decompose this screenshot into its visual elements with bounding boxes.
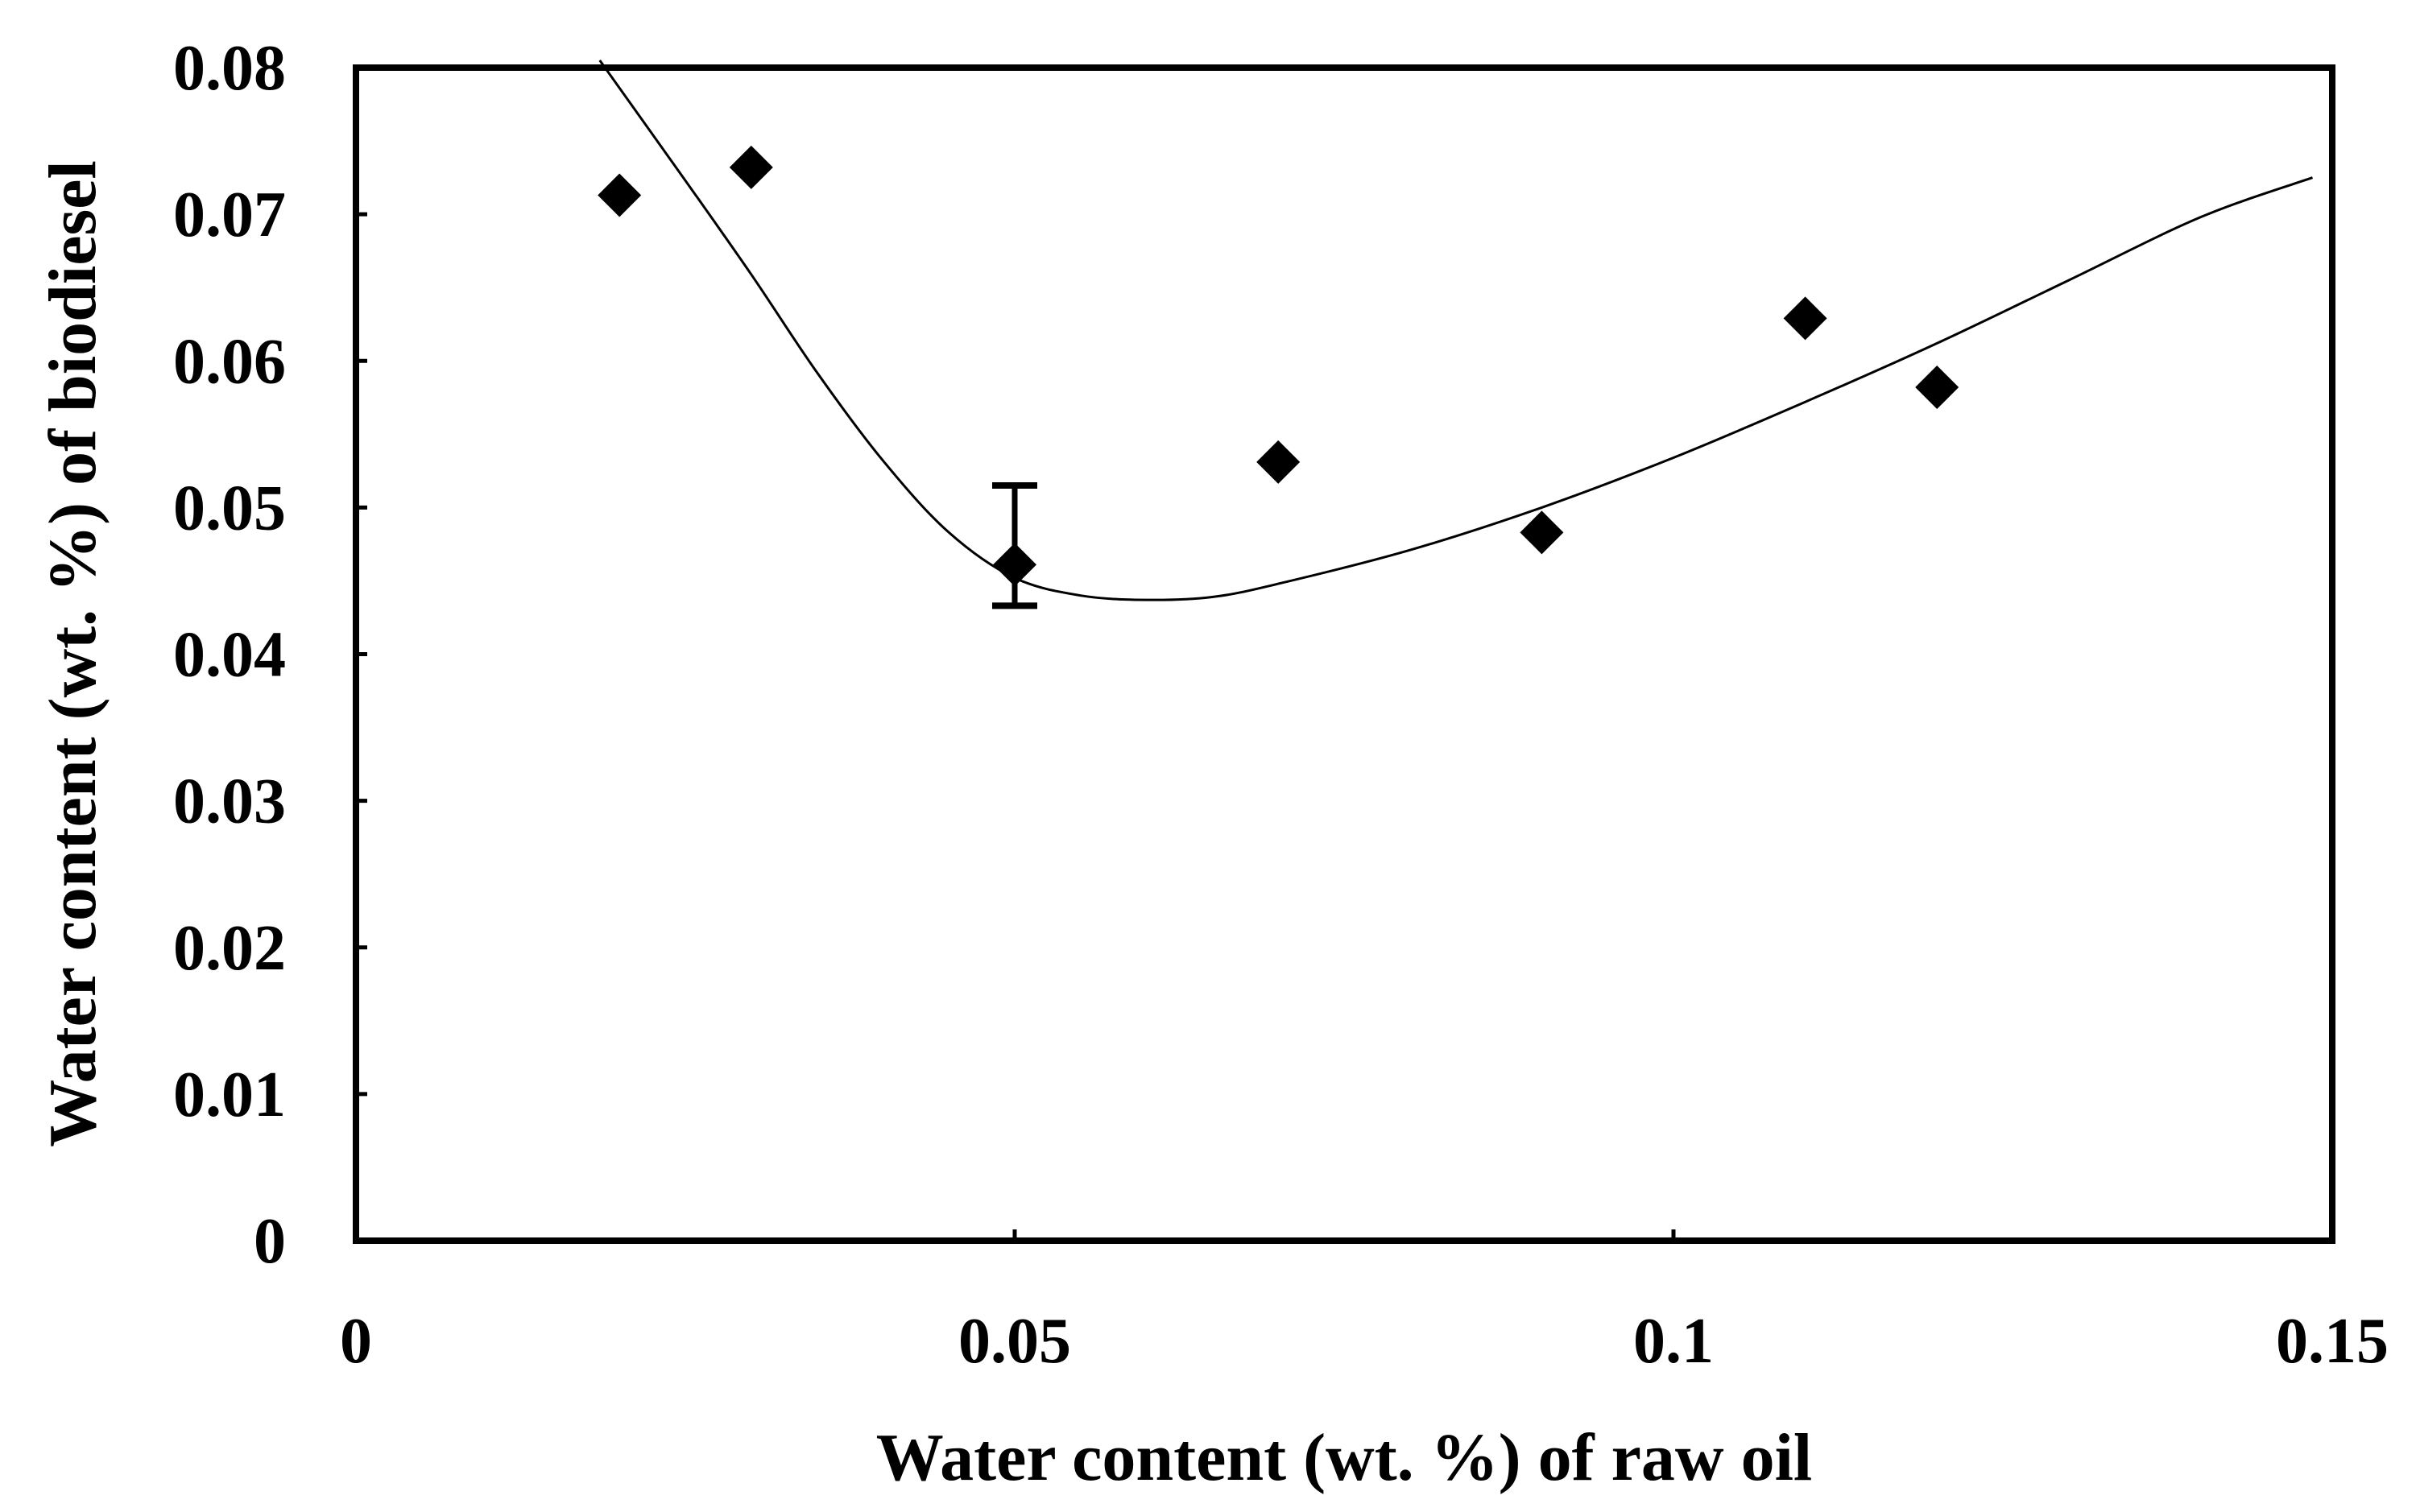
y-axis-title: Water content (wt. %) of biodiesel: [35, 160, 110, 1147]
data-point-diamond: [1520, 510, 1564, 555]
y-tick-label: 0.03: [173, 766, 286, 837]
x-tick-label: 0.05: [958, 1306, 1071, 1377]
data-point-diamond: [598, 173, 642, 217]
data-point-diamond: [729, 145, 773, 189]
data-point-diamond: [1915, 366, 1959, 410]
y-tick-label: 0.05: [173, 473, 286, 543]
data-point-diamond: [1783, 296, 1827, 341]
marker-layer: [598, 145, 1959, 587]
y-tick-label: 0.04: [173, 620, 286, 691]
y-tick-label: 0.07: [173, 180, 286, 250]
x-tick-label: 0: [340, 1306, 372, 1377]
y-tick-label: 0: [254, 1206, 286, 1277]
fit-curve-layer: [598, 60, 2313, 601]
error-bar-layer: [992, 482, 1037, 609]
plot-area-frame: [353, 64, 2335, 1244]
y-tick-label: 0.06: [173, 326, 286, 397]
x-tick-label: 0.15: [2276, 1306, 2389, 1377]
fit-curve-line: [598, 60, 2313, 601]
x-axis-title: Water content (wt. %) of raw oil: [876, 1420, 1813, 1495]
data-point-diamond: [1256, 440, 1301, 484]
axis-ticks: 0 0.05 0.1 0.15 0 0.01 0.02 0.03 0.04 0.05 0.06 0.0…: [173, 33, 2389, 1377]
y-tick-label: 0.01: [173, 1060, 286, 1130]
y-tick-label: 0.08: [173, 33, 286, 104]
y-tick-label: 0.02: [173, 913, 286, 984]
x-tick-label: 0.1: [1633, 1306, 1714, 1377]
